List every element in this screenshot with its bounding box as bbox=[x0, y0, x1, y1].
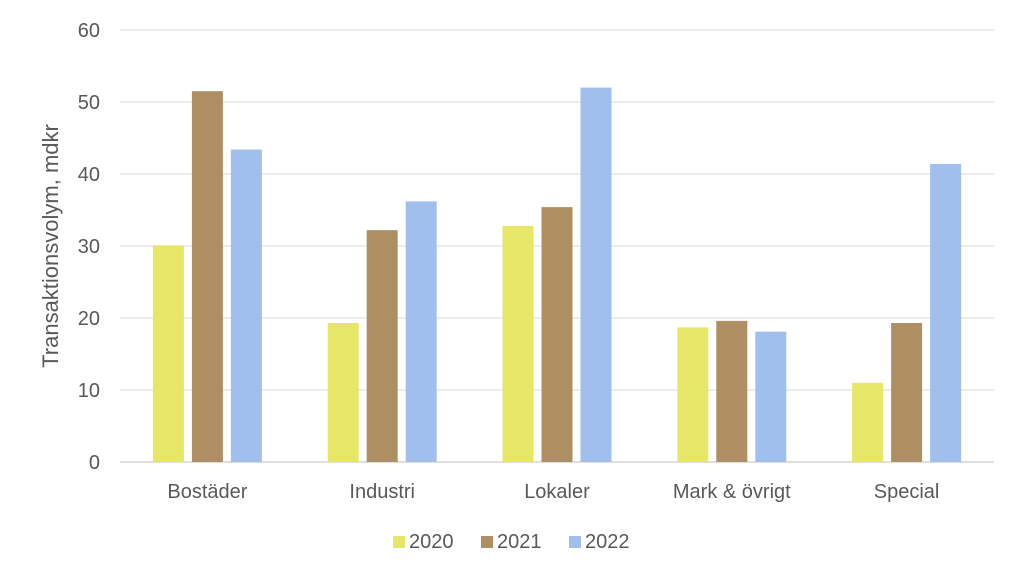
legend-swatch-2021 bbox=[481, 536, 493, 548]
bar-2022-4 bbox=[930, 163, 962, 463]
x-axis-labels: Bostäder Industri Lokaler Mark & övrigt Spec… bbox=[167, 481, 939, 503]
legend-label-2021: 2021 bbox=[497, 531, 542, 553]
y-axis-title: Transaktionsvolym, mdkr bbox=[38, 124, 63, 368]
y-tick-label: 60 bbox=[78, 20, 100, 42]
bar-2021-1 bbox=[366, 230, 398, 462]
legend-swatch-2020 bbox=[393, 536, 405, 548]
bar-2020-3 bbox=[677, 327, 709, 462]
y-tick-label: 40 bbox=[78, 164, 100, 186]
legend: 2020 2021 2022 bbox=[393, 531, 630, 553]
bar-2021-0 bbox=[191, 91, 223, 462]
bar-2020-0 bbox=[152, 245, 184, 462]
legend-swatch-2022 bbox=[569, 536, 581, 548]
x-category-label: Special bbox=[874, 481, 940, 503]
bar-2020-2 bbox=[502, 225, 534, 462]
bar-2022-3 bbox=[755, 331, 787, 462]
x-category-label: Mark & övrigt bbox=[673, 481, 791, 503]
x-category-label: Industri bbox=[349, 481, 415, 503]
x-category-label: Lokaler bbox=[524, 481, 590, 503]
y-tick-label: 0 bbox=[89, 452, 100, 474]
legend-label-2020: 2020 bbox=[409, 531, 454, 553]
bar-2022-0 bbox=[230, 149, 262, 462]
bar-2021-3 bbox=[716, 320, 748, 462]
bar-2022-1 bbox=[405, 201, 437, 463]
y-axis-ticks: 0 10 20 30 40 50 60 bbox=[78, 20, 100, 474]
y-tick-label: 30 bbox=[78, 236, 100, 258]
y-tick-label: 50 bbox=[78, 92, 100, 114]
bar-2021-4 bbox=[891, 323, 923, 462]
bar-2020-4 bbox=[852, 382, 884, 462]
y-tick-label: 20 bbox=[78, 308, 100, 330]
x-category-label: Bostäder bbox=[167, 481, 247, 503]
bar-2020-1 bbox=[327, 323, 359, 462]
bar-2022-2 bbox=[580, 87, 612, 462]
bar-2021-2 bbox=[541, 207, 573, 462]
bars bbox=[152, 87, 962, 463]
legend-label-2022: 2022 bbox=[585, 531, 630, 553]
y-tick-label: 10 bbox=[78, 380, 100, 402]
